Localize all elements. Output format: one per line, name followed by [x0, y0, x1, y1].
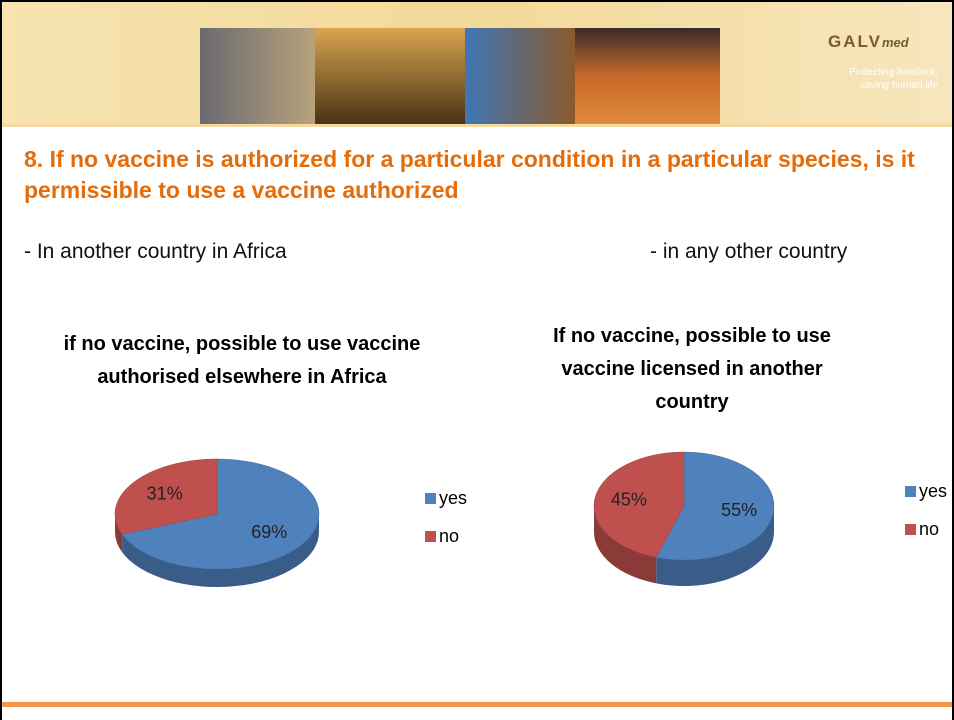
legend-label: no: [439, 526, 459, 546]
tagline: Protecting livestock, saving human life: [849, 67, 938, 91]
slice-side: [115, 514, 123, 553]
legend-label: yes: [919, 481, 947, 501]
legend-label: no: [919, 519, 939, 539]
pie-slice: [114, 458, 218, 553]
subheading: - In another country in Africa: [24, 240, 287, 263]
data-label: 69%: [251, 522, 287, 542]
chart-title: If no vaccine, possible to use vaccine l…: [553, 325, 831, 413]
footer-rule: [2, 702, 952, 707]
legend-swatch: [905, 524, 916, 535]
slice-top: [121, 458, 320, 570]
legend-label: yes: [439, 488, 467, 508]
heading: 8. If no vaccine is authorized for a par…: [24, 146, 915, 203]
legend-swatch: [425, 531, 436, 542]
legend-swatch: [905, 486, 916, 497]
logo: GALVmed: [828, 32, 909, 51]
legend-swatch: [425, 493, 436, 504]
slice-top: [655, 451, 775, 561]
pie-slice: [121, 458, 320, 587]
slice-side: [594, 506, 657, 584]
data-label: 31%: [147, 484, 183, 504]
pie-slice: [593, 451, 685, 584]
data-label: 45%: [611, 490, 647, 510]
pie-slice: [655, 451, 775, 586]
slice-top: [593, 451, 685, 558]
slice-side: [122, 514, 319, 587]
slice-side: [656, 506, 774, 586]
data-label: 55%: [721, 500, 757, 520]
slice-top: [114, 458, 218, 535]
header-banner: [2, 2, 952, 127]
subheading: - in any other country: [650, 240, 848, 263]
chart-title: if no vaccine, possible to use vaccine a…: [63, 333, 421, 388]
